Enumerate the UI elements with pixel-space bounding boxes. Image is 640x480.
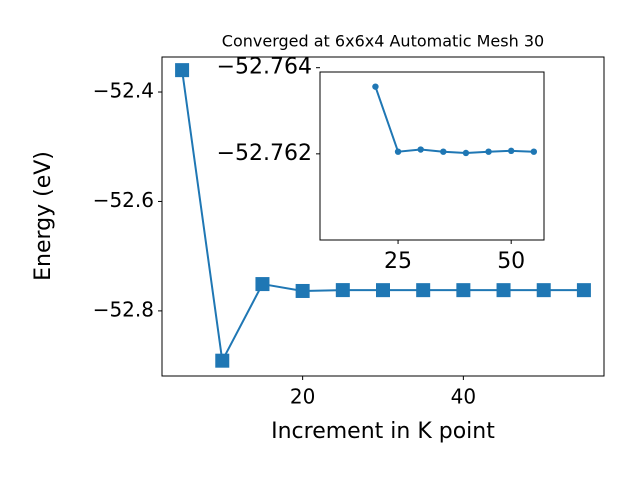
x-tick-label: 50 xyxy=(497,249,525,274)
x-tick-label: 25 xyxy=(384,249,412,274)
data-point xyxy=(576,283,591,298)
data-point xyxy=(372,83,379,90)
y-tick-label: −52.8 xyxy=(93,297,154,321)
y-axis-label: Energy (eV) xyxy=(31,151,56,281)
data-point xyxy=(394,148,402,155)
data-point xyxy=(536,283,551,298)
data-point xyxy=(255,277,270,292)
data-point xyxy=(175,63,190,78)
chart-title: Converged at 6x6x4 Automatic Mesh 30 xyxy=(222,32,544,51)
data-point xyxy=(507,147,515,155)
plot-area xyxy=(319,71,545,241)
plot-clip xyxy=(372,83,538,157)
plot-clip xyxy=(175,63,591,368)
data-point xyxy=(215,353,230,368)
y-tick-label: −52.764 xyxy=(217,55,312,80)
x-tick-label: 20 xyxy=(290,385,315,409)
data-point xyxy=(335,283,350,298)
data-line xyxy=(374,86,534,154)
x-tick-label: 40 xyxy=(451,385,476,409)
data-point xyxy=(456,283,471,298)
data-point xyxy=(417,146,424,153)
data-point xyxy=(530,148,538,155)
data-point xyxy=(376,283,390,298)
data-point xyxy=(440,148,447,155)
y-tick-label: −52.4 xyxy=(93,79,154,103)
data-point xyxy=(496,283,511,298)
data-point xyxy=(416,283,431,298)
y-tick-label: −52.762 xyxy=(217,141,312,166)
data-point xyxy=(295,283,310,298)
y-tick-label: −52.6 xyxy=(93,188,154,212)
data-point xyxy=(462,149,470,157)
data-point xyxy=(485,148,492,155)
x-axis-label: Increment in K point xyxy=(271,419,495,444)
